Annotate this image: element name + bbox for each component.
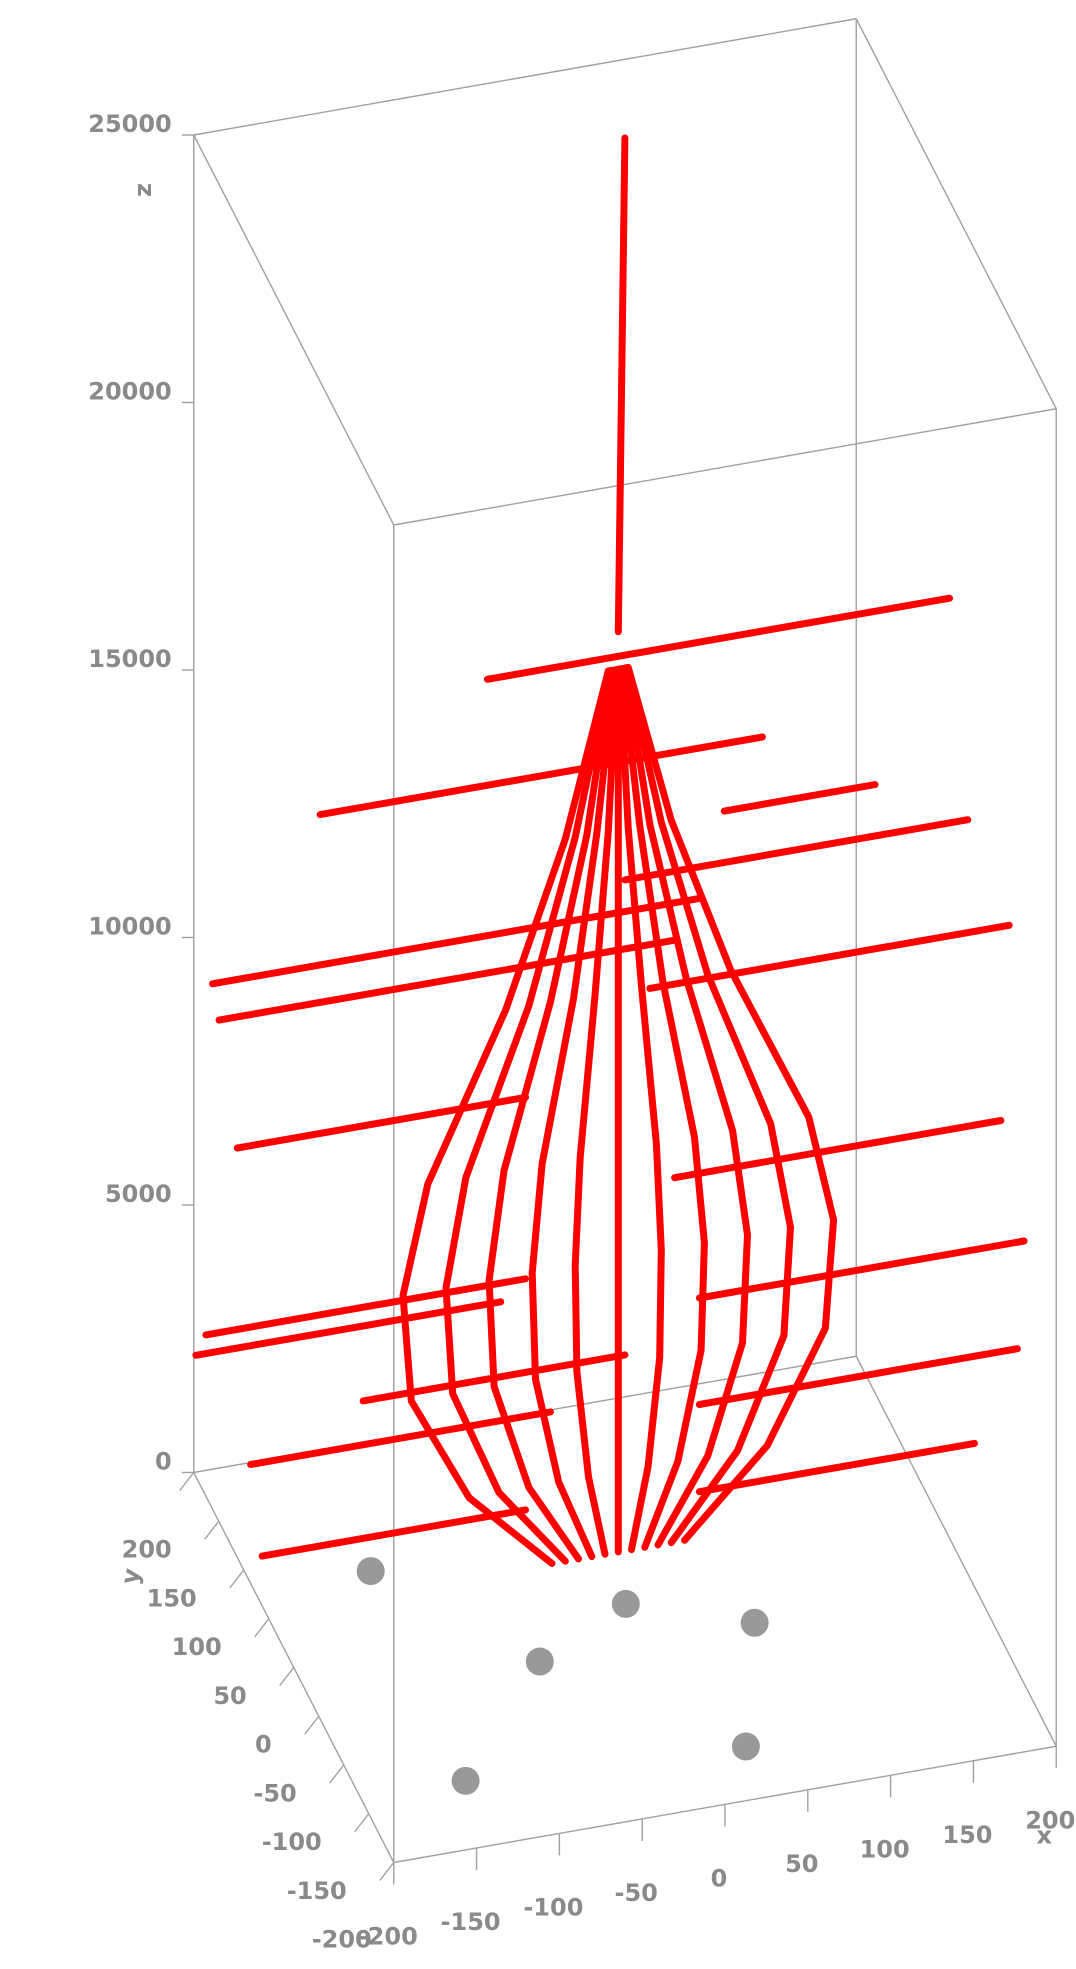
x-tick-label: 100 [860,1835,910,1863]
y-tick-label: -200 [312,1926,372,1954]
track [624,663,838,1544]
x-tick-label: -50 [615,1879,658,1907]
z-tick-label: 0 [155,1448,172,1476]
y-tick-label: -150 [287,1877,347,1905]
track [258,1506,529,1560]
axis-labels: 0500010000150002000025000-200-150-100-50… [88,110,1075,1954]
y-tick-label: -100 [262,1828,322,1856]
detector-marker [525,1647,554,1676]
x-tick-label: 200 [1025,1806,1075,1834]
y-tick [229,1569,245,1589]
z-tick-label: 10000 [88,913,172,941]
track [442,667,614,1565]
box-edge [393,408,1057,526]
track [359,1351,629,1405]
y-tick [379,1862,395,1881]
track [483,594,953,683]
detector-marker [451,1766,480,1795]
x-tick-label: 150 [942,1821,992,1849]
y-tick-label: 200 [122,1536,172,1564]
detector-marker [356,1557,385,1586]
track [316,733,766,819]
detector-marker [731,1732,760,1761]
y-tick [279,1667,295,1686]
z-tick-label: 15000 [88,645,172,673]
detector-marker [611,1589,640,1618]
track [233,1093,529,1152]
track [695,1345,1021,1408]
z-tick-label: 20000 [88,378,172,406]
track [202,1275,529,1339]
track [646,921,1013,992]
x-axis-label: x [1037,1821,1053,1849]
z-tick-label: 25000 [88,110,172,138]
y-tick-label: -50 [253,1779,296,1807]
track [695,1439,978,1496]
track [671,1117,1005,1182]
track [247,1408,554,1468]
z-axis-label: z [129,183,157,197]
z-tick-label: 5000 [105,1180,172,1208]
y-tick [179,1472,195,1491]
x-tick-label: 0 [711,1864,728,1892]
track [614,134,629,636]
track [209,894,703,988]
track [399,667,612,1567]
box-edge [193,134,395,526]
track [623,664,794,1547]
y-tick-label: 0 [255,1731,272,1759]
detector-marker [740,1608,769,1637]
box-edge [855,1355,1057,1747]
plot-area [192,134,1028,1795]
box-edge [193,18,857,136]
track [215,936,679,1024]
axes-box [179,18,1057,1885]
track [720,781,879,815]
track [528,666,619,1561]
track [621,664,751,1549]
track [192,1298,505,1359]
y-tick [304,1715,320,1735]
track [695,1237,1028,1302]
track [621,816,972,884]
y-tick [204,1520,220,1540]
track [571,666,621,1558]
track [485,666,616,1563]
x-tick-label: -200 [358,1923,418,1951]
y-tick-label: 150 [147,1584,197,1612]
y-tick-label: 100 [172,1633,222,1661]
y-axis-label: y [116,1566,146,1587]
track [618,665,708,1551]
x-tick-label: -150 [441,1908,501,1936]
y-tick-label: 50 [213,1682,246,1710]
x-tick-label: 50 [785,1850,818,1878]
y-tick [329,1764,345,1784]
y-tick [254,1618,270,1638]
x-tick-label: -100 [523,1893,583,1921]
y-tick [354,1813,370,1833]
box-edge [855,18,1057,410]
track [616,665,665,1554]
